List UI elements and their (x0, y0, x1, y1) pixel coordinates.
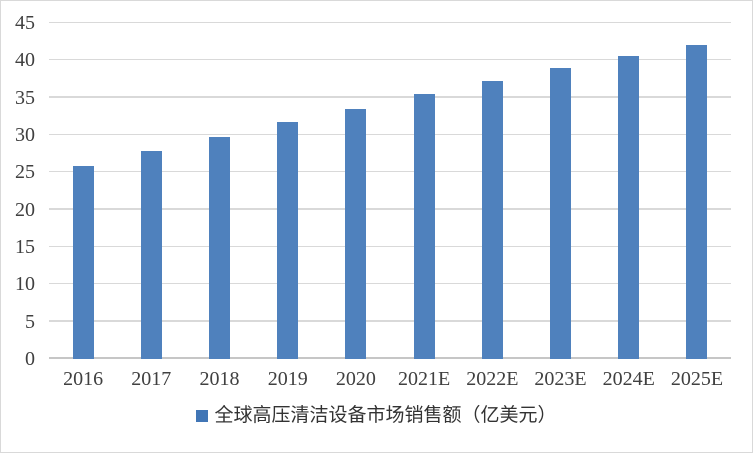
y-tick-label: 40 (15, 49, 35, 72)
plot-area (49, 21, 731, 359)
x-tick-label: 2021E (398, 368, 451, 390)
bar-2023E (550, 67, 571, 359)
y-tick-label: 25 (15, 161, 35, 184)
legend-label: 全球高压清洁设备市场销售额（亿美元） (214, 404, 557, 426)
y-tick-label: 15 (15, 236, 35, 258)
x-axis: 2016 2017 2018 2019 2020 2021E 2022E 2023E 2024E… (49, 367, 731, 391)
x-tick-label: 2017 (131, 368, 172, 390)
bar-2022E (481, 80, 503, 359)
x-tick-label: 2020 (335, 368, 376, 390)
y-tick-label: 20 (15, 198, 35, 221)
y-tick-label: 10 (15, 273, 35, 296)
bar-2019 (277, 122, 299, 359)
y-tick-label: 30 (15, 124, 35, 146)
gridline (49, 282, 731, 285)
gridline (49, 58, 731, 61)
x-tick-label: 2024E (602, 368, 655, 390)
gridline (49, 133, 731, 135)
gridline (49, 96, 731, 98)
gridline (49, 320, 731, 322)
y-axis: 0 5 10 15 20 25 30 35 40 45 (1, 13, 39, 369)
x-axis-line (49, 357, 731, 359)
y-tick-label: 35 (15, 86, 35, 109)
legend-swatch-icon (196, 410, 209, 422)
bar-2018 (209, 136, 230, 359)
bar-2021E (413, 93, 435, 359)
x-tick-label: 2022E (466, 368, 519, 390)
x-tick-label: 2016 (63, 368, 104, 390)
gridline (49, 170, 731, 173)
bar-2025E (686, 45, 708, 359)
gridline (49, 208, 731, 210)
bar-2016 (72, 166, 94, 359)
gridline (49, 245, 731, 247)
x-tick-label: 2019 (267, 368, 308, 390)
y-tick-label: 45 (15, 12, 35, 34)
bar-2020 (345, 108, 367, 359)
gridlines (49, 21, 731, 359)
gridline (49, 21, 731, 23)
y-tick-label: 0 (25, 348, 35, 370)
bar-series (49, 23, 731, 359)
x-tick-label: 2023E (534, 368, 587, 390)
x-tick-label: 2025E (670, 368, 724, 390)
bar-2017 (140, 150, 162, 359)
legend: 全球高压清洁设备市场销售额（亿美元） (1, 404, 752, 428)
x-tick-label: 2018 (199, 368, 240, 390)
bar-2024E (618, 55, 640, 359)
y-tick-label: 5 (25, 310, 35, 333)
